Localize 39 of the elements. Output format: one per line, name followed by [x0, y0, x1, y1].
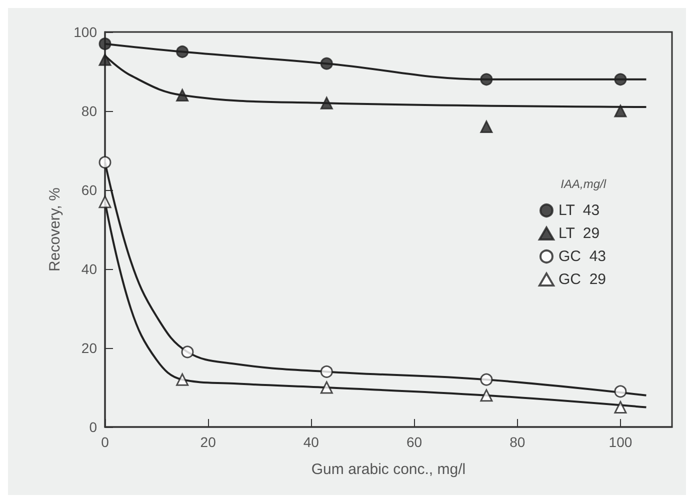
point [614, 401, 627, 414]
point [181, 346, 194, 358]
point [320, 57, 333, 70]
x-tick-label: 0 [101, 434, 110, 450]
point [98, 196, 112, 208]
y-tick-label: 60 [81, 182, 98, 198]
point [614, 73, 627, 86]
y-tick-label: 20 [81, 340, 98, 356]
point [176, 373, 189, 386]
point [614, 104, 627, 118]
point [320, 381, 333, 394]
legend-label: GC 43 [558, 248, 606, 265]
legend-label: LT 29 [558, 225, 600, 242]
y-tick-label: 80 [81, 103, 98, 119]
x-tick-label: 20 [200, 434, 216, 450]
legend-label: LT 43 [558, 202, 600, 219]
x-tick-label: 100 [608, 434, 632, 450]
y-tick-label: 0 [89, 419, 98, 435]
point [480, 120, 493, 134]
y-tick-label: 100 [74, 24, 98, 40]
legend-title: IAA,mg/l [560, 177, 606, 191]
point [614, 385, 627, 398]
point [480, 373, 493, 386]
point [176, 46, 189, 58]
point [98, 38, 112, 50]
y-tick-label: 40 [81, 261, 98, 277]
y-axis-title: Recovery, % [46, 188, 64, 272]
point [98, 53, 112, 66]
x-tick-label: 60 [406, 434, 422, 450]
point [176, 88, 189, 102]
point [320, 365, 333, 378]
point [480, 389, 493, 402]
x-tick-label: 80 [510, 434, 526, 450]
point [320, 96, 333, 110]
x-tick-label: 40 [303, 434, 320, 450]
x-axis-title: Gum arabic conc., mg/l [311, 461, 466, 478]
point [98, 156, 112, 169]
point [480, 73, 493, 86]
legend-label: GC 29 [558, 271, 606, 288]
